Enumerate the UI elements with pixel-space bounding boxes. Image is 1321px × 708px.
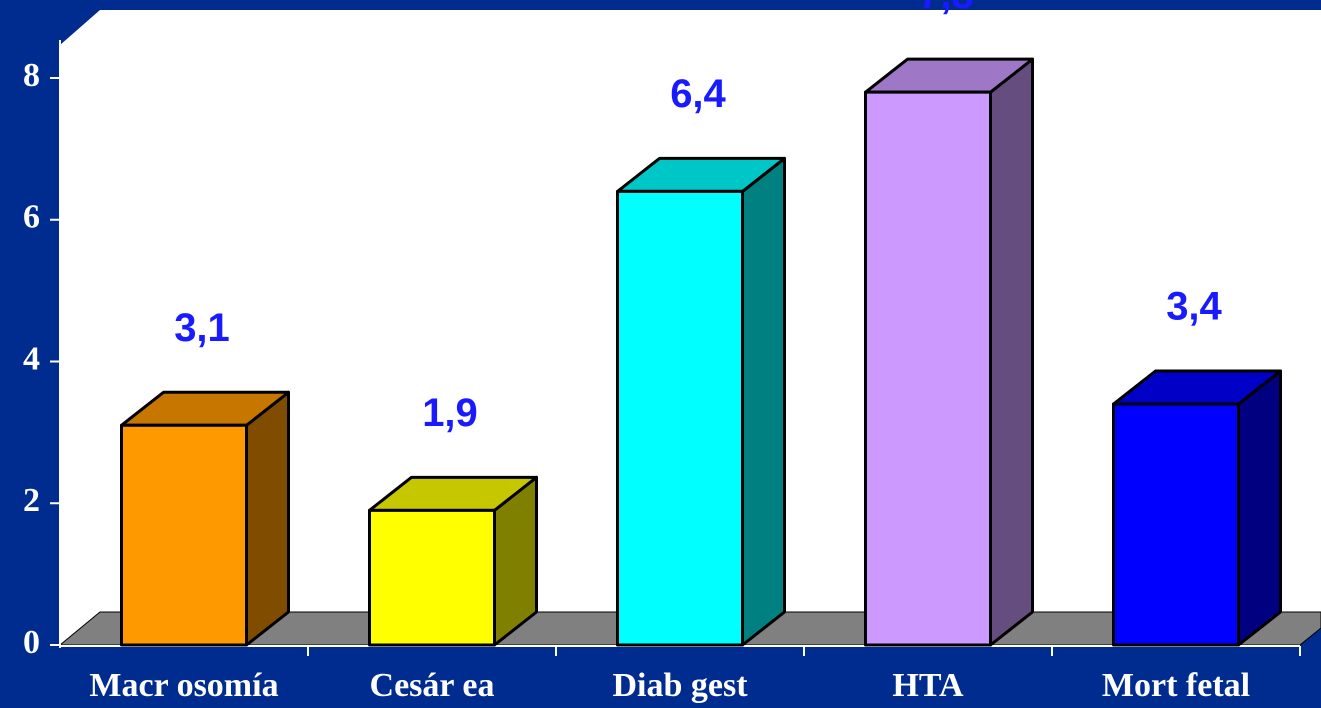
value-label: 7,8 xyxy=(918,0,974,17)
bar xyxy=(864,57,1034,647)
y-tick-label: 4 xyxy=(23,340,40,377)
bar-front xyxy=(616,189,744,647)
y-tick-label: 2 xyxy=(23,482,40,519)
value-label: 1,9 xyxy=(422,391,478,435)
x-tick-label: Diab gest xyxy=(612,667,748,704)
bar-front xyxy=(1112,402,1240,647)
x-tick-label: Cesár ea xyxy=(370,667,495,704)
bar xyxy=(368,475,538,647)
bar xyxy=(1112,369,1282,647)
y-tick-label: 8 xyxy=(23,57,40,94)
bar-side xyxy=(741,156,786,647)
y-tick-label: 6 xyxy=(23,199,40,236)
value-label: 6,4 xyxy=(670,72,726,116)
x-tick-label: Mort fetal xyxy=(1102,667,1250,704)
bar-front xyxy=(864,90,992,647)
value-label: 3,1 xyxy=(174,306,230,350)
bar xyxy=(616,156,786,647)
y-tick-label: 0 xyxy=(23,624,40,661)
x-tick-label: Macr osomía xyxy=(89,667,278,704)
bar-side xyxy=(1237,369,1282,647)
bar-front xyxy=(120,423,248,647)
bar-front xyxy=(368,508,496,647)
bar-side xyxy=(245,390,290,647)
bar-side xyxy=(989,57,1034,647)
value-label: 3,4 xyxy=(1166,285,1222,329)
x-tick-label: HTA xyxy=(892,667,964,704)
bar xyxy=(120,390,290,647)
